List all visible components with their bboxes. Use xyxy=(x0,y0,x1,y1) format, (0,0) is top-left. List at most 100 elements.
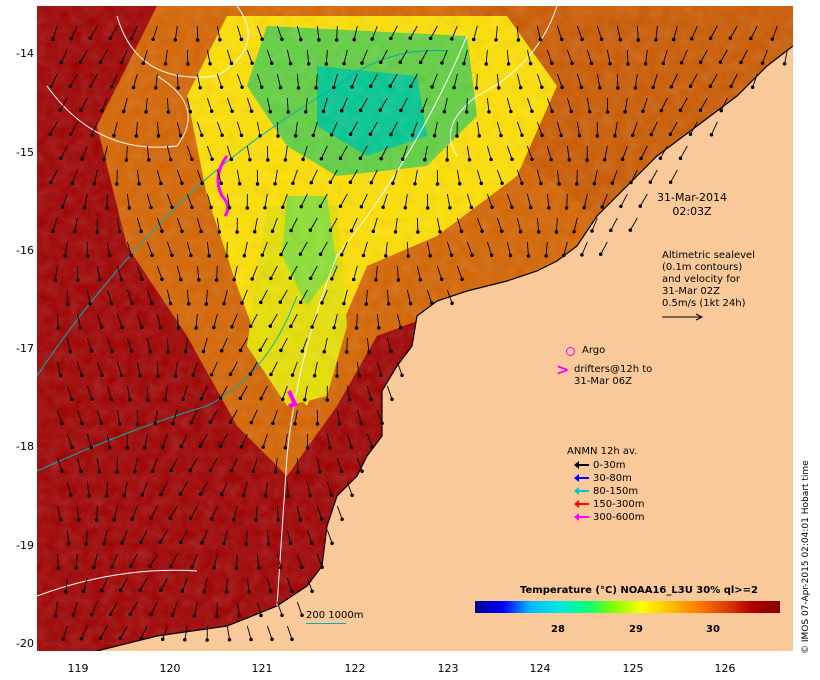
velocity-arrow-head xyxy=(602,157,607,162)
velocity-arrow xyxy=(101,97,108,112)
legend-item: 80-150m xyxy=(574,486,638,497)
x-tick-label: 123 xyxy=(437,662,459,675)
velocity-arrow-head xyxy=(188,109,193,114)
velocity-arrow-head xyxy=(214,278,219,282)
velocity-arrow xyxy=(100,49,108,63)
velocity-arrow-head xyxy=(247,590,251,594)
velocity-arrow xyxy=(146,241,153,256)
velocity-arrow-head xyxy=(547,206,551,210)
velocity-arrow xyxy=(446,289,453,304)
velocity-arrow-head xyxy=(370,445,374,449)
velocity-arrow-head xyxy=(264,494,268,498)
y-tick-label: -20 xyxy=(16,637,34,650)
velocity-arrow-head xyxy=(119,277,124,282)
velocity-arrow-head xyxy=(554,230,559,234)
velocity-arrow-head xyxy=(560,85,564,89)
velocity-arrow xyxy=(91,121,98,136)
velocity-arrow-head xyxy=(370,37,374,41)
velocity-arrow xyxy=(289,265,298,279)
velocity-arrow-head xyxy=(322,349,327,354)
velocity-arrow-head xyxy=(257,566,261,570)
x-tick-label: 124 xyxy=(529,662,551,675)
velocity-arrow xyxy=(720,97,728,111)
velocity-arrow xyxy=(200,385,208,399)
velocity-arrow xyxy=(226,49,232,64)
velocity-arrow-head xyxy=(557,182,561,186)
velocity-arrow xyxy=(611,169,618,184)
velocity-arrow xyxy=(146,289,153,304)
velocity-arrow-head xyxy=(528,61,533,66)
velocity-arrow xyxy=(443,97,448,112)
drifters-label: > drifters@12h to 31-Mar 06Z xyxy=(556,362,652,388)
velocity-arrow-head xyxy=(480,229,484,233)
velocity-arrow xyxy=(546,49,553,64)
velocity-arrow xyxy=(166,289,172,304)
velocity-arrow-head xyxy=(283,446,288,450)
velocity-arrow-head xyxy=(289,324,293,329)
velocity-arrow xyxy=(660,145,668,159)
legend-item: 30-80m xyxy=(574,473,632,484)
velocity-arrow-head xyxy=(279,348,283,353)
velocity-arrow xyxy=(103,145,108,160)
velocity-arrow-head xyxy=(500,181,504,185)
velocity-arrow-head xyxy=(68,349,73,354)
velocity-arrow-head xyxy=(288,541,293,546)
velocity-arrow-head xyxy=(209,109,214,114)
velocity-arrow-head xyxy=(518,229,523,234)
velocity-arrow xyxy=(90,25,98,39)
depth-scale-label: 200 1000m xyxy=(306,610,364,621)
velocity-arrow-head xyxy=(78,60,83,64)
velocity-arrow xyxy=(259,337,268,351)
velocity-arrow xyxy=(60,49,68,63)
velocity-arrow-head xyxy=(168,301,173,306)
velocity-arrow-head xyxy=(82,205,87,210)
velocity-arrow-head xyxy=(358,108,363,113)
velocity-arrow-head xyxy=(539,181,543,186)
colorbar-label: 28 xyxy=(551,624,565,635)
velocity-arrow xyxy=(166,337,169,353)
velocity-arrow-head xyxy=(139,229,143,234)
velocity-arrow xyxy=(80,49,88,63)
velocity-arrow-head xyxy=(186,302,191,306)
velocity-arrow xyxy=(185,337,188,352)
velocity-arrow xyxy=(160,481,168,495)
velocity-arrow xyxy=(251,265,258,280)
velocity-arrow xyxy=(762,49,768,64)
velocity-arrow-head xyxy=(393,230,398,234)
velocity-arrow-head xyxy=(587,110,592,114)
velocity-arrow-head xyxy=(516,38,521,42)
velocity-arrow-head xyxy=(332,325,336,330)
velocity-arrow-head xyxy=(577,134,582,138)
velocity-arrow xyxy=(172,409,178,424)
velocity-arrow-head xyxy=(158,325,163,330)
velocity-arrow xyxy=(341,97,348,111)
x-tick-label: 120 xyxy=(159,662,181,675)
velocity-arrow xyxy=(286,97,289,113)
velocity-arrow xyxy=(56,457,63,472)
velocity-arrow xyxy=(576,121,580,136)
velocity-arrow xyxy=(169,505,178,519)
velocity-arrow xyxy=(396,265,399,281)
velocity-arrow xyxy=(223,529,228,544)
velocity-arrow xyxy=(186,289,190,304)
velocity-arrow xyxy=(363,241,368,256)
velocity-arrow-head xyxy=(107,446,112,450)
velocity-arrow-head xyxy=(719,108,723,113)
velocity-arrow xyxy=(290,313,298,327)
velocity-arrow-head xyxy=(109,301,114,306)
velocity-arrow xyxy=(284,433,288,448)
velocity-arrow xyxy=(176,313,179,329)
velocity-arrow xyxy=(516,73,522,88)
velocity-arrow xyxy=(260,289,268,303)
velocity-arrow-head xyxy=(360,61,364,65)
velocity-arrow xyxy=(96,265,101,280)
velocity-arrow-head xyxy=(469,205,474,210)
velocity-arrow-head xyxy=(56,326,60,330)
velocity-arrow xyxy=(655,25,658,40)
velocity-arrow xyxy=(162,433,168,448)
velocity-arrow-head xyxy=(146,398,150,402)
arrow-icon xyxy=(574,474,589,482)
velocity-arrow-head xyxy=(590,229,594,233)
velocity-arrow-head xyxy=(110,349,114,353)
velocity-arrow-head xyxy=(329,493,334,498)
